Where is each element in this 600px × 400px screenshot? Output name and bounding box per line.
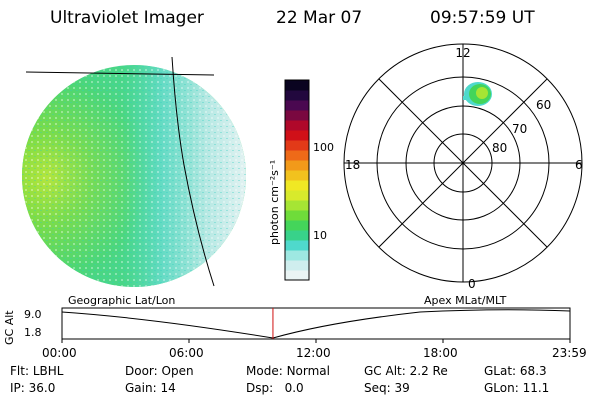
- instrument-title: Ultraviolet Imager: [50, 8, 204, 28]
- colorbar-swatch: [285, 250, 309, 261]
- colorbar-unit-label: photon cm⁻²s⁻¹: [268, 159, 281, 245]
- timeline-y-tick-bottom: 1.8: [24, 326, 42, 339]
- footer-filter: Flt: LBHL: [10, 364, 64, 378]
- timeline-x-tick-2: 12:00: [296, 346, 331, 360]
- mlt-label-18: 18: [345, 158, 360, 172]
- footer-glon: GLon: 11.1: [484, 381, 550, 395]
- polar-axis-diag2: [378, 78, 548, 248]
- polar-ring-80: [433, 133, 493, 193]
- footer-ip: IP: 36.0: [10, 381, 56, 395]
- footer-mode: Mode: Normal: [246, 364, 330, 378]
- colorbar-swatch: [285, 240, 309, 251]
- timeline-x-tick-4: 23:59: [552, 346, 587, 360]
- mlt-label-0: 0: [468, 277, 476, 291]
- colorbar-swatch: [285, 190, 309, 201]
- footer-gc-alt: GC Alt: 2.2 Re: [364, 364, 448, 378]
- timeline-right-title: Apex MLat/MLT: [424, 294, 507, 307]
- colorbar-swatch: [285, 80, 309, 91]
- mlt-label-12: 12: [455, 46, 470, 60]
- mlt-label-6: 6: [575, 158, 583, 172]
- colorbar-tick-10: 10: [313, 229, 327, 242]
- colorbar-swatch: [285, 140, 309, 151]
- lat-label-80: 80: [492, 141, 507, 155]
- colorbar-swatch: [285, 230, 309, 241]
- polar-ring-outer: [343, 43, 583, 283]
- timeline-x-tick-3: 18:00: [423, 346, 458, 360]
- colorbar-swatch: [285, 150, 309, 161]
- colorbar-swatch: [285, 120, 309, 131]
- terminator-line-side: [171, 56, 215, 287]
- timeline-y-label: GC Alt: [3, 310, 16, 345]
- observation-time: 09:57:59 UT: [430, 8, 535, 28]
- timeline-x-tick-1: 06:00: [169, 346, 204, 360]
- colorbar-swatch: [285, 200, 309, 211]
- colorbar-swatch: [285, 270, 309, 281]
- colorbar-swatch: [285, 260, 309, 271]
- footer-seq: Seq: 39: [364, 381, 410, 395]
- colorbar-swatch: [285, 90, 309, 101]
- terminator-line-top: [25, 71, 215, 76]
- colorbar-swatch: [285, 100, 309, 111]
- colorbar-swatch: [285, 220, 309, 231]
- footer-door: Door: Open: [125, 364, 194, 378]
- timeline-left-title: Geographic Lat/Lon: [68, 294, 176, 307]
- colorbar-swatch: [285, 170, 309, 181]
- aurora-spot: [463, 82, 492, 106]
- timeline-y-tick-top: 9.0: [24, 308, 42, 321]
- footer-dsp: Dsp: 0.0: [246, 381, 304, 395]
- colorbar-swatch: [285, 210, 309, 221]
- altitude-curve: [61, 309, 571, 339]
- polar-ring-60: [376, 76, 550, 250]
- lat-label-70: 70: [512, 122, 527, 136]
- colorbar-swatch: [285, 110, 309, 121]
- footer-glat: GLat: 68.3: [484, 364, 547, 378]
- polar-ring-70: [405, 105, 521, 221]
- footer-gain: Gain: 14: [125, 381, 176, 395]
- polar-axis-diag1: [378, 78, 548, 248]
- observation-date: 22 Mar 07: [276, 8, 363, 28]
- timeline-x-tick-0: 00:00: [42, 346, 77, 360]
- colorbar-tick-100: 100: [313, 141, 334, 154]
- timeline-frame: [61, 307, 571, 340]
- colorbar-frame: [284, 79, 310, 281]
- colorbar-swatch: [285, 130, 309, 141]
- lat-label-60: 60: [536, 98, 551, 112]
- colorbar-swatch: [285, 160, 309, 171]
- colorbar: [284, 79, 310, 281]
- colorbar-swatch: [285, 180, 309, 191]
